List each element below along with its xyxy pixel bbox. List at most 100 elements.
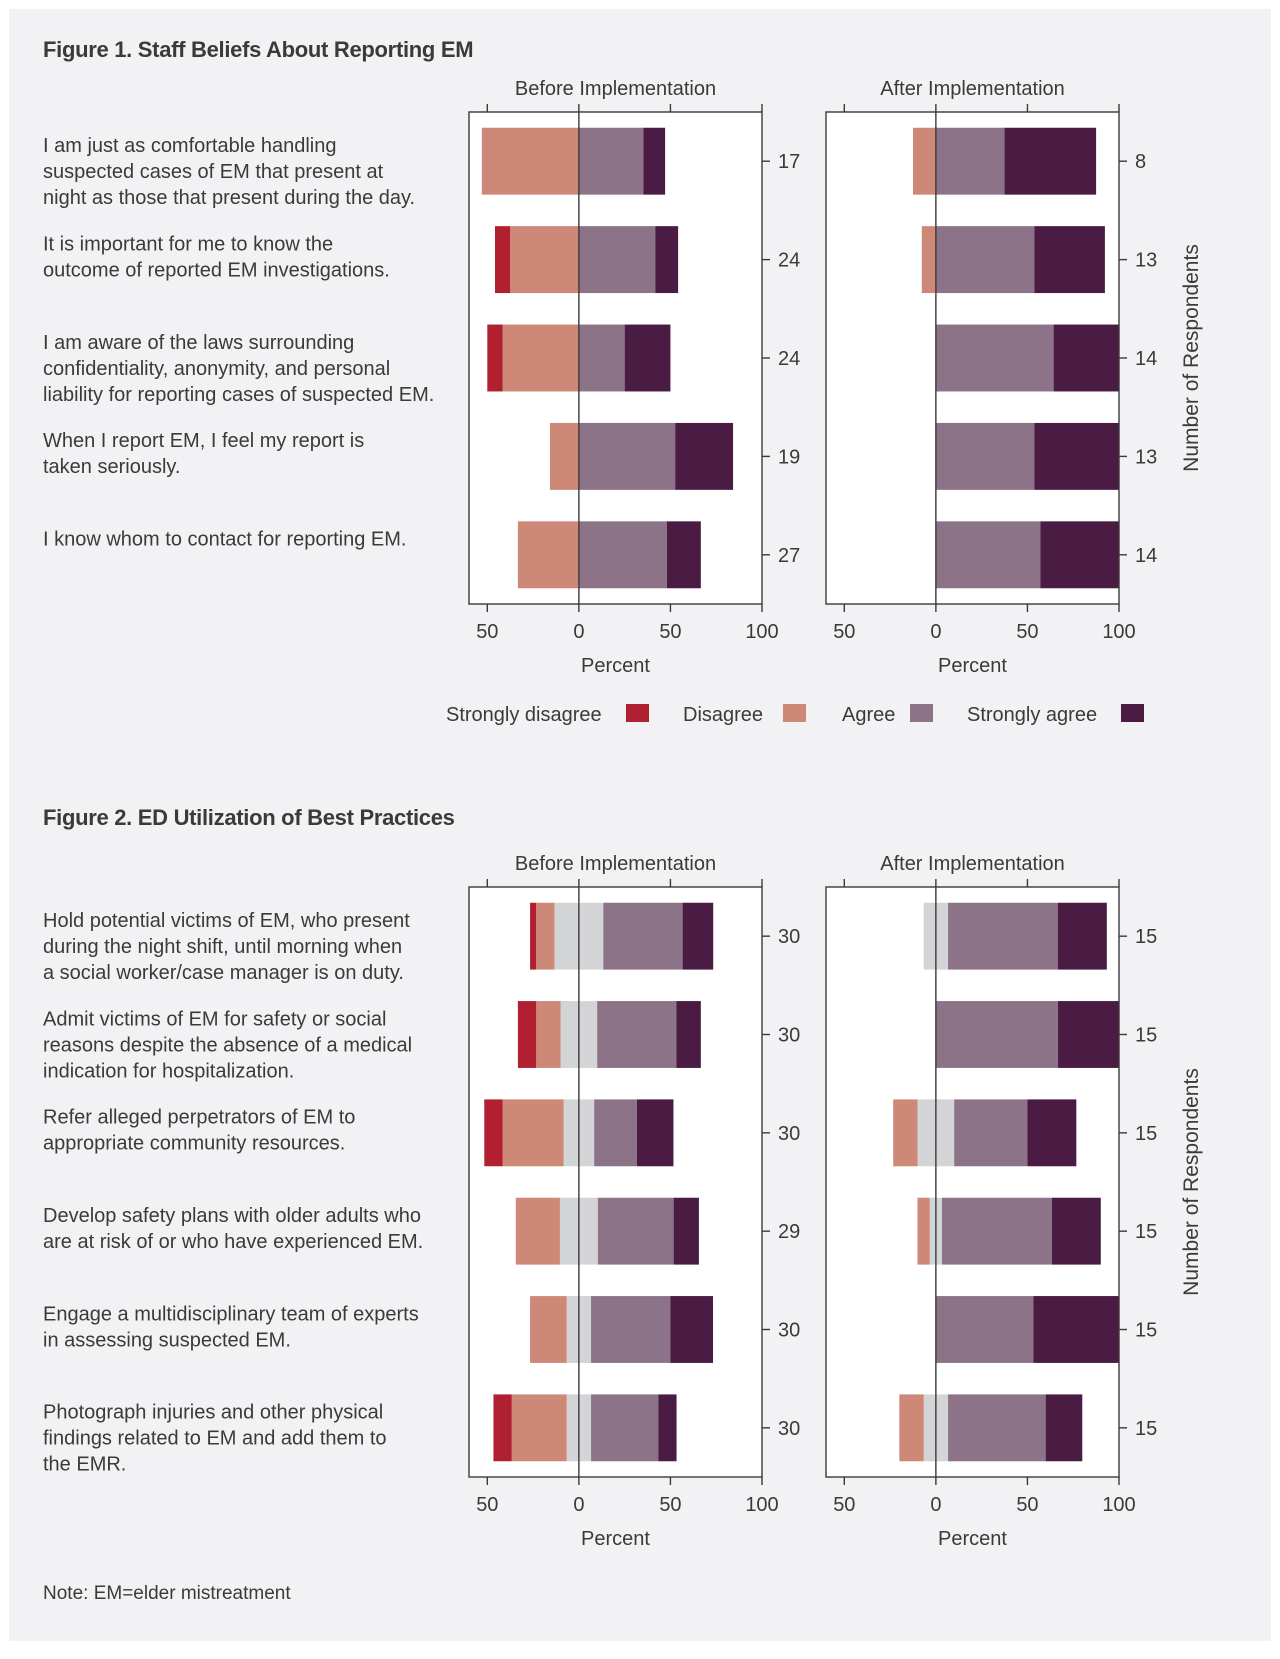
respondents-label: 14	[1135, 545, 1157, 567]
bar-segment	[1034, 422, 1119, 490]
panel-after: 15 15 15 15 15 15 50 0 50 100 After Implementation…	[825, 853, 1157, 1550]
respondents-label: 15	[1135, 1418, 1157, 1440]
row-label-line: during the night shift, until morning wh…	[43, 936, 402, 958]
panel-before: 17 24 24 19 27 50 0 50 100 Before Implementation P…	[468, 78, 800, 677]
bar-segment	[954, 1099, 1028, 1167]
legend: Strongly disagree Disagree Agree Strongly a…	[446, 704, 1144, 726]
x-tick-label: 100	[1102, 621, 1135, 643]
bar-segment	[624, 324, 671, 392]
bar-segment	[597, 1197, 674, 1265]
right-axis-label: Number of Respondents	[1180, 244, 1203, 472]
figure-2-title: Figure 2. ED Utilization of Best Practic…	[43, 805, 455, 830]
bar-segment	[636, 1099, 674, 1167]
x-tick-label: 50	[1016, 621, 1038, 643]
bar-segment	[578, 226, 656, 294]
plot-frame	[825, 886, 1120, 1478]
row-label-line: appropriate community resources.	[43, 1133, 345, 1155]
right-axis-label: Number of Respondents	[1180, 1068, 1203, 1296]
bar-segment	[1058, 1001, 1119, 1068]
x-tick-label: 0	[930, 621, 941, 643]
bar-segment	[912, 127, 936, 195]
bar-segment	[481, 127, 579, 195]
row-label-line: taken seriously.	[43, 456, 180, 478]
row-label: I am just as comfortable handling suspect…	[43, 135, 415, 209]
bar-segment	[578, 422, 676, 490]
x-tick-label: 50	[833, 1494, 855, 1516]
panel-before: 30 30 30 29 30 30 50 0 50 100 Before Implementatio…	[468, 853, 800, 1550]
row-label-line: Admit victims of EM for safety or social	[43, 1008, 386, 1030]
x-tick-label: 50	[476, 621, 498, 643]
bar-segment	[554, 902, 579, 970]
bar-segment	[530, 902, 537, 970]
bar-segment	[549, 422, 579, 490]
bar-segment	[536, 902, 555, 970]
respondents-label: 14	[1135, 348, 1157, 370]
bar-segment	[921, 226, 936, 294]
legend-swatch	[783, 704, 806, 722]
x-tick-label: 0	[573, 1494, 584, 1516]
bar-segment	[643, 127, 666, 195]
row-label-line: It is important for me to know the	[43, 233, 333, 255]
respondents-label: 8	[1135, 151, 1146, 173]
respondents-label: 30	[778, 926, 800, 948]
respondents-label: 30	[778, 1025, 800, 1047]
bar-segment	[658, 1394, 677, 1462]
respondents-label: 30	[778, 1320, 800, 1342]
respondents-label: 27	[778, 545, 800, 567]
bar-segment	[578, 324, 625, 392]
bar-segment	[929, 1197, 936, 1265]
bar-segment	[603, 902, 683, 970]
bar-segment	[948, 902, 1058, 970]
legend-swatch	[1121, 704, 1144, 722]
respondents-label: 13	[1135, 446, 1157, 468]
bar-segment	[578, 1099, 595, 1167]
bar-segment	[578, 1296, 592, 1363]
bar-segment	[578, 1394, 592, 1462]
respondents-label: 15	[1135, 926, 1157, 948]
panel-title: Before Implementation	[515, 78, 716, 100]
legend-label: Strongly disagree	[446, 704, 602, 726]
row-label-line: Engage a multidisciplinary team of exper…	[43, 1303, 419, 1325]
bar-segment	[1034, 226, 1105, 294]
bar-segment	[510, 226, 579, 294]
respondents-label: 13	[1135, 250, 1157, 272]
bar-segment	[487, 324, 503, 392]
row-label: I know whom to contact for reporting EM.	[43, 529, 407, 551]
figure-1-title: Figure 1. Staff Beliefs About Reporting …	[43, 37, 474, 62]
row-label-line: are at risk of or who have experienced E…	[43, 1231, 423, 1253]
x-axis-label: Percent	[938, 1528, 1007, 1550]
respondents-label: 15	[1135, 1221, 1157, 1243]
row-label-line: liability for reporting cases of suspect…	[43, 384, 434, 406]
bar-segment	[923, 902, 936, 970]
legend-label: Disagree	[683, 704, 763, 726]
page: Figure 1. Staff Beliefs About Reporting …	[9, 9, 1271, 1641]
row-label: I am aware of the laws surrounding confid…	[43, 332, 434, 406]
bar-segment	[484, 1099, 503, 1167]
legend-swatch	[910, 704, 933, 722]
bar-segment	[511, 1394, 567, 1462]
legend-label: Strongly agree	[967, 704, 1097, 726]
bar-segment	[1051, 1197, 1101, 1265]
bar-segment	[935, 127, 1005, 195]
bar-segment	[1045, 1394, 1083, 1462]
row-label-line: Hold potential victims of EM, who presen…	[43, 910, 410, 932]
plot-frame	[468, 886, 763, 1478]
bar-segment	[935, 1296, 1034, 1363]
bar-segment	[935, 1099, 955, 1167]
x-axis-label: Percent	[581, 1528, 650, 1550]
bar-segment	[1004, 127, 1097, 195]
bar-segment	[563, 1099, 579, 1167]
row-label-line: I know whom to contact for reporting EM.	[43, 529, 407, 551]
bar-segment	[566, 1296, 579, 1363]
bar-segment	[935, 324, 1054, 392]
bar-segment	[670, 1296, 714, 1363]
respondents-label: 24	[778, 250, 800, 272]
bar-segment	[502, 324, 579, 392]
bar-segment	[594, 1099, 637, 1167]
row-label-line: Refer alleged perpetrators of EM to	[43, 1107, 355, 1129]
row-label-line: indication for hospitalization.	[43, 1060, 294, 1082]
plot-background	[469, 887, 762, 1477]
x-tick-label: 50	[659, 1494, 681, 1516]
row-label-line: a social worker/case manager is on duty.	[43, 962, 404, 984]
bar-segment	[578, 521, 667, 589]
